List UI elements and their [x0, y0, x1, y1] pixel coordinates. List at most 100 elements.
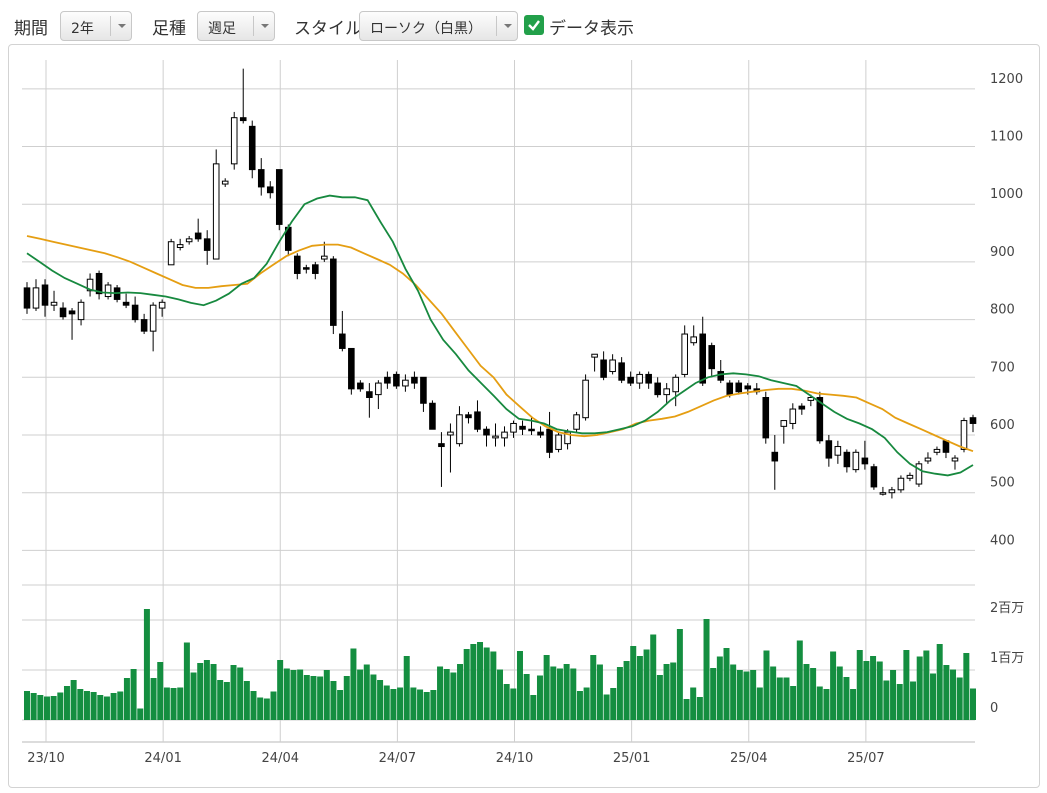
candle-body: [167, 241, 175, 266]
candle-body: [870, 466, 878, 488]
candle-body: [708, 345, 716, 370]
candle-body: [32, 287, 40, 309]
candle-body: [519, 425, 526, 430]
candle-body: [789, 408, 797, 424]
volume-bar: [77, 689, 84, 720]
volume-bar: [317, 676, 324, 720]
candle-body: [77, 301, 85, 321]
show-data-label[interactable]: データ表示: [549, 19, 634, 39]
candle-body: [654, 382, 661, 396]
volume-bar: [50, 696, 57, 720]
volume-bar: [63, 686, 70, 720]
volume-bar: [883, 680, 890, 720]
time-tick-label: 25/07: [847, 751, 884, 766]
volume-bar: [350, 648, 357, 720]
volume-bar: [277, 660, 284, 720]
style-label: スタイル: [294, 19, 362, 39]
candle-body: [609, 359, 616, 373]
volume-bar: [823, 689, 830, 720]
volume-bar: [303, 675, 310, 720]
moving-averages: [26, 194, 974, 477]
volume-bar: [703, 619, 710, 720]
interval-select[interactable]: 週足: [197, 11, 275, 41]
volume-bar: [70, 680, 77, 720]
volume-bar: [477, 642, 484, 720]
volume-bar: [803, 664, 810, 720]
volume-bar: [570, 668, 577, 720]
volume-bar: [956, 677, 963, 720]
volume-bar: [197, 663, 204, 720]
candle-body: [257, 169, 265, 188]
candle-body: [888, 489, 896, 494]
time-tick-label: 24/10: [496, 751, 533, 766]
volume-bar: [397, 687, 404, 720]
volume-bar: [163, 687, 170, 720]
candle-body: [221, 180, 229, 185]
volume-bar: [843, 677, 850, 720]
candle-body: [951, 457, 959, 462]
volume-bar: [450, 672, 457, 720]
volume-bar: [117, 691, 124, 720]
volume-bar: [650, 634, 657, 720]
time-tick-label: 24/07: [379, 751, 416, 766]
volume-bar: [536, 675, 543, 720]
volume-bar: [756, 687, 763, 720]
candle-body: [645, 373, 652, 384]
volume-bar: [363, 664, 370, 720]
candle-body: [131, 304, 139, 321]
volume-bar: [710, 668, 717, 720]
candle-body: [140, 319, 148, 332]
volume-bar: [337, 690, 344, 720]
volume-bar: [863, 661, 870, 720]
moving-average-long: [26, 235, 974, 453]
volume-bar: [143, 609, 150, 720]
price-tick-label: 400: [990, 533, 1015, 548]
volume-bar: [816, 686, 823, 720]
volume-bar: [810, 668, 817, 720]
volume-bar: [776, 677, 783, 720]
volume-bar: [223, 682, 230, 720]
style-select[interactable]: ローソク（白黒）: [359, 11, 518, 41]
volume-bar: [483, 647, 490, 720]
volume-bars: [24, 609, 976, 720]
price-tick-label: 1200: [990, 72, 1023, 87]
candle-body: [906, 474, 914, 479]
show-data-checkbox[interactable]: [524, 15, 544, 35]
volume-bar: [130, 669, 137, 720]
candle-body: [528, 428, 535, 432]
volume-bar: [150, 678, 157, 720]
volume-bar: [563, 664, 570, 720]
chevron-down-icon[interactable]: [496, 16, 517, 36]
price-tick-label: 600: [990, 418, 1015, 433]
volume-bar: [470, 644, 477, 720]
volume-bar: [383, 685, 390, 720]
volume-bar: [583, 687, 590, 720]
candle-body: [321, 255, 328, 260]
volume-bar: [490, 651, 497, 720]
candle-body: [564, 431, 571, 445]
volume-bar: [97, 695, 104, 720]
volume-bar: [170, 688, 177, 720]
time-tick-label: 25/04: [730, 751, 767, 766]
price-tick-label: 700: [990, 360, 1015, 375]
candle-body: [402, 379, 409, 387]
candle-body: [924, 457, 932, 462]
volume-bar: [556, 668, 563, 720]
volume-bar: [656, 675, 663, 720]
volume-bar: [237, 667, 244, 720]
candle-body: [807, 397, 815, 401]
volume-bar: [497, 669, 503, 720]
candle-body: [636, 373, 643, 384]
candle-body: [122, 301, 130, 306]
time-tick-label: 24/04: [262, 751, 299, 766]
candle-body: [744, 385, 752, 390]
candle-body: [149, 304, 157, 332]
volume-bar: [930, 673, 937, 720]
chevron-down-icon[interactable]: [110, 16, 131, 36]
candle-body: [68, 310, 76, 315]
chevron-down-icon[interactable]: [253, 16, 274, 36]
candle-body: [239, 117, 247, 122]
volume-bar: [856, 650, 863, 720]
volume-bar: [217, 680, 224, 720]
period-select[interactable]: 2年: [60, 11, 132, 41]
